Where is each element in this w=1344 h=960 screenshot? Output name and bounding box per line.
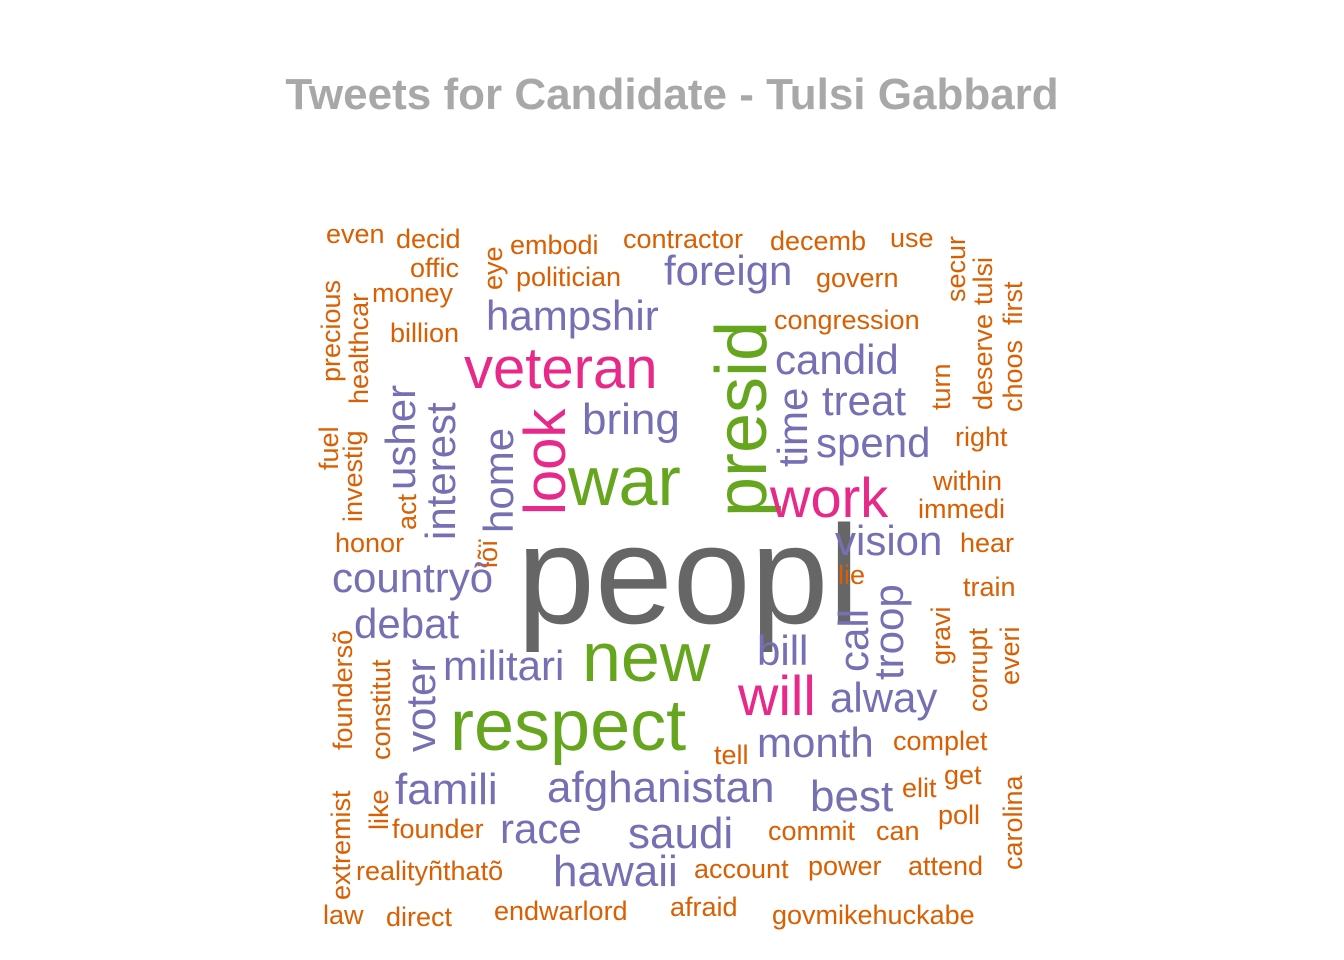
word-home: home [475, 427, 522, 533]
word-founder: founder [392, 814, 484, 844]
word-tell: tell [714, 740, 749, 770]
word-govern: govern [816, 263, 899, 293]
word-poll: poll [938, 800, 981, 830]
word-can: can [876, 816, 920, 846]
word-bring: bring [582, 395, 680, 444]
word-account: account [694, 854, 789, 884]
word-law: law [323, 900, 364, 930]
word-interest: interest [417, 402, 464, 540]
word-precious: precious [316, 279, 346, 382]
word-honor: honor [335, 528, 405, 558]
word-corrupt: corrupt [963, 627, 993, 712]
word-alway: alway [830, 674, 938, 721]
word-like: like [364, 789, 394, 830]
word-elit: elit [902, 773, 937, 803]
word-afraid: afraid [670, 892, 738, 922]
word-vision: vision [835, 517, 943, 564]
word-tulsi: tulsi [968, 256, 998, 305]
word-constitut: constitut [366, 659, 396, 760]
word-carolina: carolina [998, 775, 1028, 870]
word-presid: presid [702, 320, 782, 517]
word-look: look [513, 408, 578, 515]
word-lie: lie [838, 560, 866, 590]
chart-title: Tweets for Candidate - Tulsi Gabbard [285, 70, 1059, 119]
word-foreign: foreign [664, 247, 793, 294]
word-time: time [769, 387, 816, 467]
word-complet: complet [893, 726, 988, 756]
word-commit: commit [768, 816, 855, 846]
word-within: within [933, 466, 1003, 496]
word-debat: debat [354, 600, 460, 647]
word-eye: eye [478, 246, 508, 290]
word-troop: troop [865, 584, 912, 680]
word-founderso: foundersõ [328, 629, 358, 750]
word-secur: secur [941, 235, 971, 302]
word-first: first [998, 281, 1028, 326]
word-choos: choos [998, 339, 1028, 412]
word-turn: turn [926, 363, 956, 410]
word-hampshir: hampshir [486, 292, 659, 339]
word-saudi: saudi [628, 809, 734, 858]
word-healthcar: healthcar [344, 292, 374, 404]
word-gravi: gravi [926, 606, 956, 665]
word-treat: treat [822, 377, 907, 424]
word-bill: bill [757, 627, 809, 674]
word-new: new [582, 618, 711, 696]
word-hawaii: hawaii [553, 847, 678, 896]
word-money: money [372, 278, 454, 308]
word-candid: candid [775, 336, 899, 383]
word-train: train [963, 572, 1016, 602]
word-right: right [955, 422, 1008, 452]
word-direct: direct [386, 902, 453, 932]
word-investig: investig [338, 430, 368, 522]
word-realitynthato: realityñthatõ [356, 856, 504, 886]
word-even: even [326, 219, 385, 249]
word-decid: decid [396, 224, 461, 254]
word-spend: spend [816, 419, 931, 466]
word-famili: famili [395, 765, 498, 814]
word-usher: usher [377, 384, 424, 490]
word-best: best [810, 772, 894, 821]
word-act: act [392, 493, 422, 530]
word-war: war [568, 442, 681, 520]
word-will: will [738, 664, 816, 727]
word-decemb: decemb [770, 226, 867, 256]
word-congression: congression [774, 305, 920, 335]
word-attend: attend [908, 851, 984, 881]
word-race: race [500, 805, 582, 852]
word-deserve: deserve [968, 313, 998, 410]
word-contractor: contractor [623, 224, 744, 254]
word-veteran: veteran [464, 336, 658, 401]
word-ioi: iõï [473, 539, 503, 568]
word-extremist: extremist [326, 790, 356, 900]
word-power: power [808, 851, 882, 881]
word-hear: hear [960, 528, 1015, 558]
word-everi: everi [995, 626, 1025, 685]
word-billion: billion [390, 318, 460, 348]
word-offic: offic [410, 253, 460, 283]
word-voter: voter [397, 658, 444, 752]
word-work: work [770, 466, 889, 529]
word-immedi: immedi [918, 494, 1006, 524]
word-afghanistan: afghanistan [547, 763, 775, 812]
word-endwarlord: endwarlord [494, 896, 628, 926]
word-get: get [944, 760, 982, 790]
word-countryo: countryõ [332, 554, 494, 601]
word-govmikehuckabe: govmikehuckabe [772, 900, 975, 930]
word-respect: respect [450, 686, 687, 766]
word-month: month [757, 719, 874, 766]
word-peopl: peopl [517, 496, 860, 653]
word-politician: politician [516, 262, 622, 292]
word-use: use [890, 223, 934, 253]
word-embodi: embodi [510, 230, 599, 260]
word-militari: militari [443, 642, 565, 689]
